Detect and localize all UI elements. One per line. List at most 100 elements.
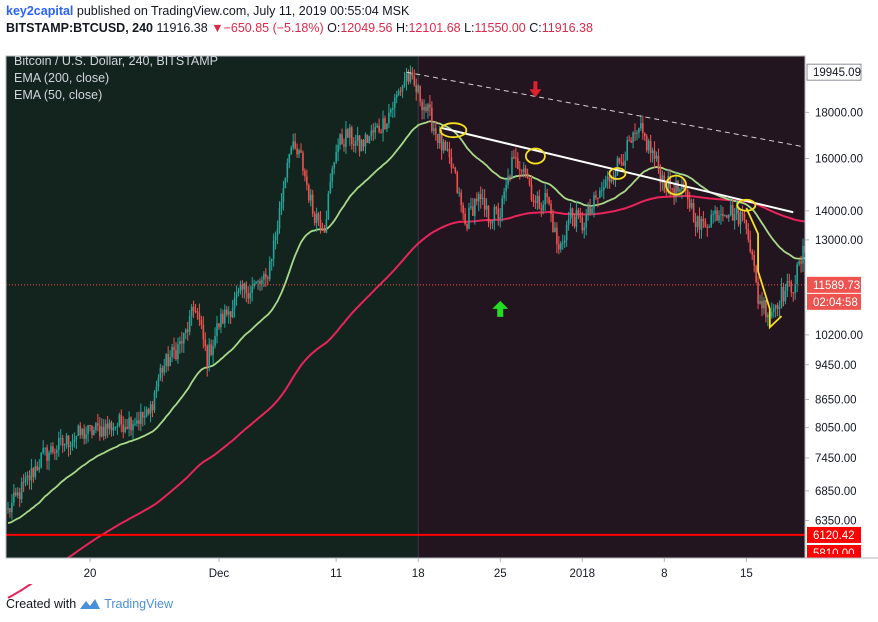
time-axis[interactable] <box>6 558 805 584</box>
candle-body <box>763 300 765 309</box>
candle-up <box>763 296 765 315</box>
candle-body <box>460 192 462 206</box>
candle-down <box>350 125 353 150</box>
candle-body <box>106 423 109 429</box>
candle-body <box>358 135 361 152</box>
candle-down <box>265 268 267 287</box>
candle-body <box>268 261 271 280</box>
candle-up <box>87 424 89 443</box>
candle-down <box>138 411 140 431</box>
candle-body <box>42 448 44 453</box>
candle-down <box>210 339 212 357</box>
candle-up <box>599 187 601 199</box>
candle-up <box>261 276 263 291</box>
price-tick-label: 13000.00 <box>815 235 863 247</box>
candle-up <box>71 434 74 451</box>
candle-body <box>718 215 720 221</box>
candle-down <box>704 217 707 228</box>
candle-body <box>306 176 308 186</box>
candle-body <box>579 215 582 218</box>
candle-down <box>515 147 517 168</box>
candle-body <box>653 150 656 159</box>
candle-up <box>632 131 634 149</box>
author-link[interactable]: key2capital <box>6 4 74 18</box>
candle-up <box>712 210 714 224</box>
candle-down <box>686 186 689 209</box>
legend-title: Bitcoin / U.S. Dollar, 240, BITSTAMP <box>14 54 218 68</box>
candle-body <box>390 109 392 113</box>
candle-body <box>688 199 691 208</box>
candle-down <box>579 207 582 223</box>
candle-up <box>50 442 52 455</box>
candle-body <box>224 309 226 324</box>
candle-body <box>610 179 613 182</box>
candle-down <box>702 211 705 228</box>
candle-up <box>690 198 693 210</box>
candle-up <box>405 67 408 91</box>
candle-body <box>120 414 123 425</box>
candle-body <box>735 206 738 214</box>
candle-body <box>212 346 214 356</box>
candle-body <box>429 104 431 108</box>
candle-up <box>292 133 294 151</box>
candle-body <box>597 197 599 199</box>
candle-body <box>526 173 529 178</box>
candle-body <box>40 452 43 468</box>
candle-body <box>499 217 502 219</box>
candle-body <box>487 205 490 223</box>
candle-body <box>554 227 556 233</box>
candle-body <box>675 180 677 198</box>
candle-up <box>780 277 783 309</box>
candle-up <box>349 124 351 146</box>
candle-down <box>200 315 203 330</box>
candle-body <box>710 214 712 227</box>
candle-up <box>183 332 185 353</box>
time-tick-label: 18 <box>412 568 425 580</box>
candle-down <box>657 148 660 174</box>
candle-up <box>767 312 769 327</box>
candle-body <box>241 284 244 290</box>
candle-down <box>384 115 386 130</box>
candle-body <box>325 219 328 233</box>
candle-up <box>251 277 253 302</box>
candle-body <box>329 181 332 194</box>
candle-body <box>458 192 461 194</box>
candle-body <box>628 140 630 142</box>
candle-up <box>143 406 146 426</box>
candle-body <box>472 206 474 216</box>
candle-body <box>362 140 365 147</box>
candle-body <box>569 208 572 220</box>
candle-body <box>341 134 343 145</box>
candle-down <box>692 198 695 223</box>
candle-up <box>458 187 461 197</box>
tradingview-logo[interactable]: TradingView <box>79 597 173 611</box>
candle-down <box>528 177 531 187</box>
candle-body <box>210 344 212 356</box>
candle-body <box>741 212 744 214</box>
created-with-label: Created with <box>6 597 77 611</box>
candle-up <box>770 302 773 319</box>
candle-up <box>720 204 722 225</box>
candle-body <box>724 215 726 217</box>
candle-up <box>345 121 347 154</box>
candle-body <box>776 305 779 310</box>
candle-body <box>589 206 591 214</box>
candle-body <box>169 357 171 367</box>
candle-down <box>167 346 169 372</box>
candle-body <box>52 446 54 453</box>
candle-body <box>214 336 216 347</box>
candle-up <box>85 426 87 445</box>
candle-up <box>786 273 789 298</box>
candle-up <box>569 202 572 224</box>
highlight-circle <box>608 167 627 180</box>
candle-up <box>333 161 336 175</box>
candle-body <box>546 192 548 198</box>
candle-down <box>792 292 795 302</box>
candle-body <box>726 215 728 218</box>
candle-body <box>556 227 558 245</box>
candle-up <box>73 432 76 448</box>
candle-body <box>753 254 755 266</box>
candle-down <box>141 411 144 427</box>
candle-down <box>181 331 183 353</box>
